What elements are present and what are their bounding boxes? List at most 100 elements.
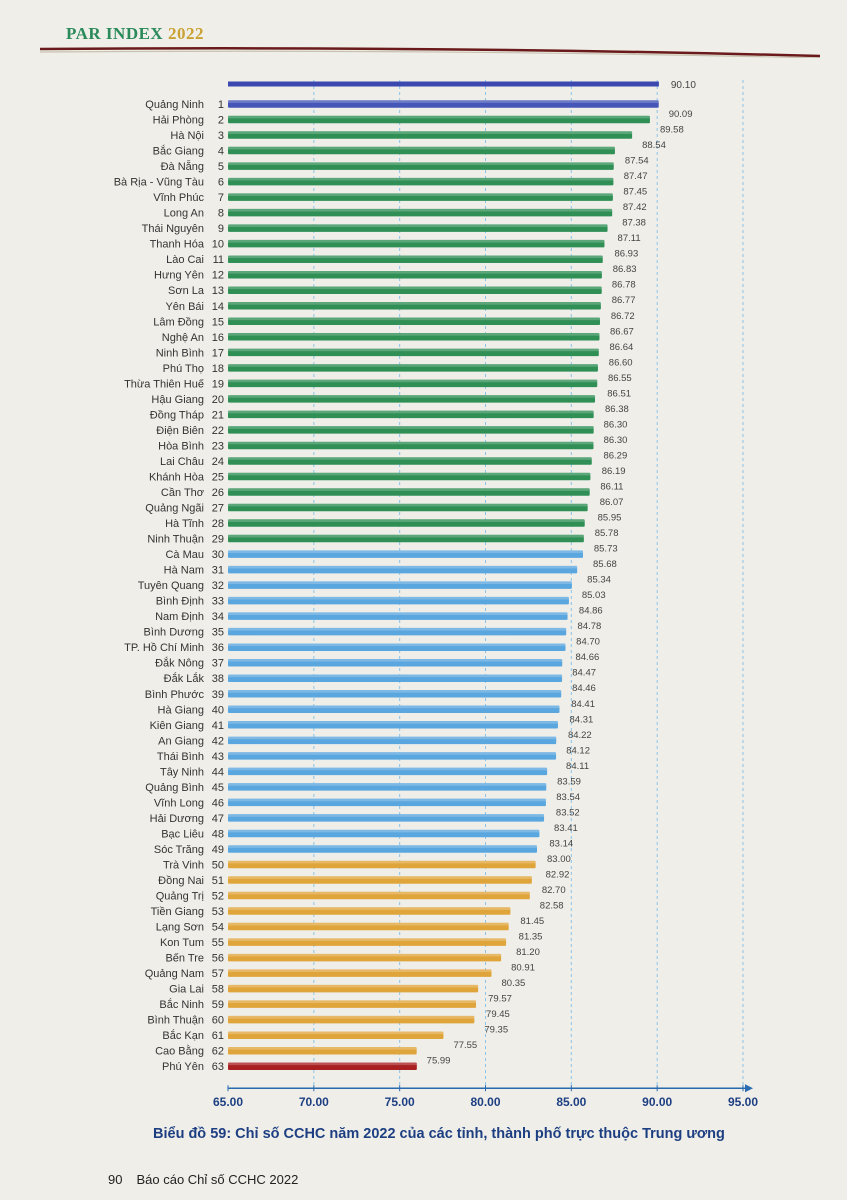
category-label: Ninh Thuận bbox=[147, 534, 204, 546]
rank-label: 52 bbox=[212, 891, 224, 903]
max-line-label: 90.10 bbox=[671, 80, 696, 91]
bar-highlight bbox=[228, 270, 602, 274]
bar-highlight bbox=[228, 658, 563, 662]
data-label: 82.70 bbox=[542, 885, 566, 896]
data-label: 86.07 bbox=[600, 497, 624, 508]
data-label: 84.70 bbox=[576, 637, 600, 648]
bar bbox=[228, 845, 537, 853]
bar-highlight bbox=[228, 1015, 475, 1019]
data-label: 84.22 bbox=[568, 730, 592, 741]
rank-label: 51 bbox=[212, 875, 224, 887]
x-axis-arrow bbox=[745, 1084, 753, 1093]
bar-highlight bbox=[228, 208, 613, 212]
category-label: Kiên Giang bbox=[150, 720, 204, 732]
bar-highlight bbox=[228, 783, 547, 786]
category-label: Long An bbox=[164, 208, 204, 220]
data-label: 86.78 bbox=[612, 280, 636, 291]
bar-highlight bbox=[228, 255, 603, 259]
category-label: Vĩnh Long bbox=[154, 797, 204, 809]
x-tick-label: 75.00 bbox=[385, 1095, 415, 1109]
bar-highlight bbox=[228, 100, 659, 103]
category-label: Quảng Ngãi bbox=[145, 503, 204, 515]
data-label: 87.45 bbox=[623, 187, 647, 198]
rank-label: 31 bbox=[212, 565, 224, 577]
data-label: 85.95 bbox=[598, 513, 622, 524]
bar-highlight bbox=[228, 1046, 417, 1050]
rank-label: 23 bbox=[212, 440, 224, 452]
rank-label: 16 bbox=[212, 332, 224, 344]
data-label: 82.92 bbox=[546, 869, 570, 880]
data-label: 86.38 bbox=[605, 404, 629, 415]
data-label: 84.11 bbox=[566, 761, 589, 772]
rank-label: 63 bbox=[212, 1061, 224, 1073]
bar-highlight bbox=[228, 907, 511, 910]
bar bbox=[228, 488, 590, 496]
bar bbox=[228, 1046, 417, 1055]
category-label: Bắc Giang bbox=[153, 145, 204, 158]
category-label: Hưng Yên bbox=[154, 270, 204, 282]
category-label: Cần Thơ bbox=[161, 487, 204, 499]
bar bbox=[228, 302, 601, 310]
bar bbox=[228, 891, 530, 900]
header-year: 2022 bbox=[167, 24, 204, 43]
bar-highlight bbox=[228, 503, 588, 507]
rank-label: 33 bbox=[212, 596, 224, 608]
category-label: Quảng Ninh bbox=[145, 99, 204, 111]
data-label: 83.00 bbox=[547, 854, 571, 865]
category-label: Ninh Bình bbox=[156, 347, 204, 359]
data-label: 84.41 bbox=[571, 699, 595, 710]
bar-highlight bbox=[228, 177, 614, 181]
category-label: Quảng Nam bbox=[145, 968, 204, 980]
category-label: Điện Biên bbox=[156, 425, 204, 437]
bar bbox=[228, 395, 596, 403]
category-label: Đà Nẵng bbox=[161, 160, 204, 173]
category-label: Bắc Kạn bbox=[162, 1029, 204, 1042]
category-label: Vĩnh Phúc bbox=[153, 192, 204, 204]
data-label: 75.99 bbox=[427, 1056, 451, 1067]
bar bbox=[228, 364, 598, 372]
category-label: Khánh Hòa bbox=[149, 471, 205, 483]
bar bbox=[228, 550, 584, 558]
data-label: 87.47 bbox=[624, 171, 648, 182]
bar bbox=[228, 1000, 477, 1008]
category-label: Bình Phước bbox=[145, 689, 205, 701]
bar-highlight bbox=[228, 426, 594, 429]
bar bbox=[228, 705, 560, 714]
rank-label: 44 bbox=[212, 766, 224, 778]
data-label: 89.58 bbox=[660, 125, 684, 136]
rank-label: 56 bbox=[212, 953, 224, 965]
data-label: 81.45 bbox=[520, 916, 544, 927]
bar-chart: 90.10 Quảng Ninh 1 90.09 Hải Phòng 2 89.58 Hà N… bbox=[114, 80, 758, 1109]
category-label: Đắk Lắk bbox=[164, 672, 205, 685]
bar bbox=[228, 690, 562, 698]
bar-highlight bbox=[228, 441, 594, 445]
data-label: 86.29 bbox=[603, 450, 627, 461]
rank-label: 7 bbox=[218, 192, 224, 204]
rank-label: 21 bbox=[212, 409, 224, 421]
category-label: Tiền Giang bbox=[151, 906, 204, 918]
x-tick-label: 90.00 bbox=[642, 1095, 672, 1109]
bar-highlight bbox=[228, 550, 584, 553]
rank-label: 24 bbox=[212, 456, 224, 468]
rank-label: 35 bbox=[212, 627, 224, 639]
bar bbox=[228, 270, 602, 279]
category-label: Hải Dương bbox=[150, 813, 204, 825]
bar-highlight bbox=[228, 767, 548, 771]
data-label: 86.93 bbox=[614, 249, 638, 260]
bar bbox=[228, 736, 557, 745]
data-label: 84.12 bbox=[566, 745, 590, 756]
rank-label: 54 bbox=[212, 922, 224, 934]
bar-highlight bbox=[228, 457, 592, 460]
data-label: 88.54 bbox=[642, 140, 666, 151]
category-label: Hà Nội bbox=[170, 130, 204, 142]
data-label: 86.67 bbox=[610, 326, 634, 337]
rank-label: 14 bbox=[212, 301, 224, 313]
bar-highlight bbox=[228, 534, 584, 538]
bar bbox=[228, 1062, 417, 1070]
rank-label: 11 bbox=[213, 254, 224, 266]
category-label: Nam Định bbox=[155, 611, 204, 623]
bar bbox=[228, 752, 557, 760]
rank-label: 53 bbox=[212, 906, 224, 918]
page-header: PAR INDEX 2022 bbox=[66, 24, 204, 44]
bar bbox=[228, 674, 563, 682]
